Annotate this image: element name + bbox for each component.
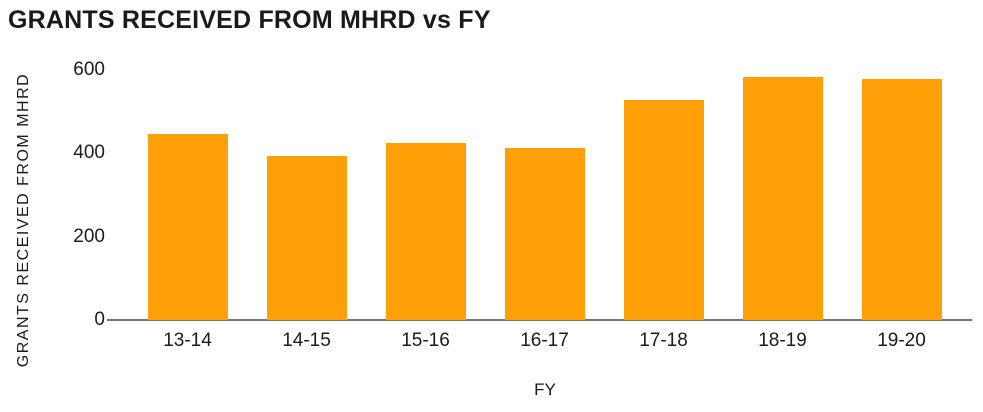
x-axis-title: FY	[534, 380, 556, 399]
y-tick-label-400: 400	[73, 142, 105, 164]
y-tick-label-600: 600	[73, 59, 105, 80]
x-tick-label-16-17: 16-17	[520, 330, 569, 351]
x-axis-line	[107, 319, 972, 321]
bar-14-15[interactable]	[266, 155, 347, 320]
bar-16-17[interactable]	[504, 148, 585, 320]
bar-17-18[interactable]	[623, 99, 704, 320]
x-tick-label-14-15: 14-15	[282, 330, 331, 351]
bar-19-20[interactable]	[861, 79, 942, 320]
x-tick-label-15-16: 15-16	[401, 330, 450, 351]
x-tick-label-18-19: 18-19	[758, 330, 807, 351]
y-tick-label-0: 0	[94, 309, 105, 330]
chart-title: GRANTS RECEIVED FROM MHRD vs FY	[8, 6, 491, 34]
bar-15-16[interactable]	[385, 143, 466, 320]
x-tick-label-17-18: 17-18	[639, 330, 688, 351]
y-axis-title: GRANTS RECEIVED FROM MHRD	[15, 72, 32, 368]
x-tick-label-13-14: 13-14	[163, 330, 212, 351]
bar-18-19[interactable]	[742, 77, 823, 320]
bar-13-14[interactable]	[147, 134, 228, 320]
x-tick-label-19-20: 19-20	[877, 330, 926, 351]
y-tick-label-200: 200	[73, 225, 105, 247]
